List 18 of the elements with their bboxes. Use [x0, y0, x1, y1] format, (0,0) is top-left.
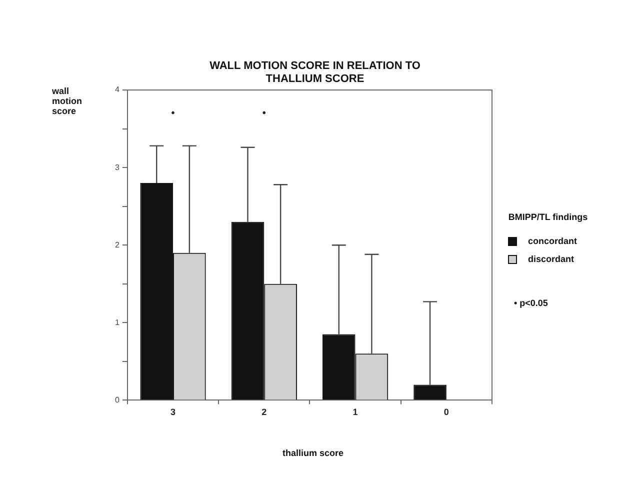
- x-tick-label: 2: [262, 407, 267, 418]
- y-tick-label: 0: [114, 395, 120, 404]
- y-tick-label: 4: [114, 85, 120, 94]
- text: • p<0.05: [514, 298, 549, 308]
- x-tick-label: 3: [170, 407, 176, 418]
- x-tick-label: 0: [444, 407, 449, 418]
- x-tick-label: 1: [352, 407, 358, 418]
- chart-title: WALL MOTION SCORE IN RELATION TO THALLIUM SCORE: [208, 60, 422, 86]
- annotation: •: [262, 108, 266, 120]
- y-tick-label: 1: [114, 318, 120, 327]
- x-axis-title: thallium score: [281, 448, 345, 458]
- y-tick-label: 2: [114, 240, 120, 250]
- y-tick-label: 3: [114, 162, 120, 172]
- y-axis-title: wall motion score: [52, 86, 83, 116]
- legend-title: BMIPP/TL findings: [508, 212, 588, 222]
- legend-label: discordant: [528, 254, 574, 264]
- legend-label: concordant: [528, 236, 578, 246]
- annotation: •: [171, 108, 176, 120]
